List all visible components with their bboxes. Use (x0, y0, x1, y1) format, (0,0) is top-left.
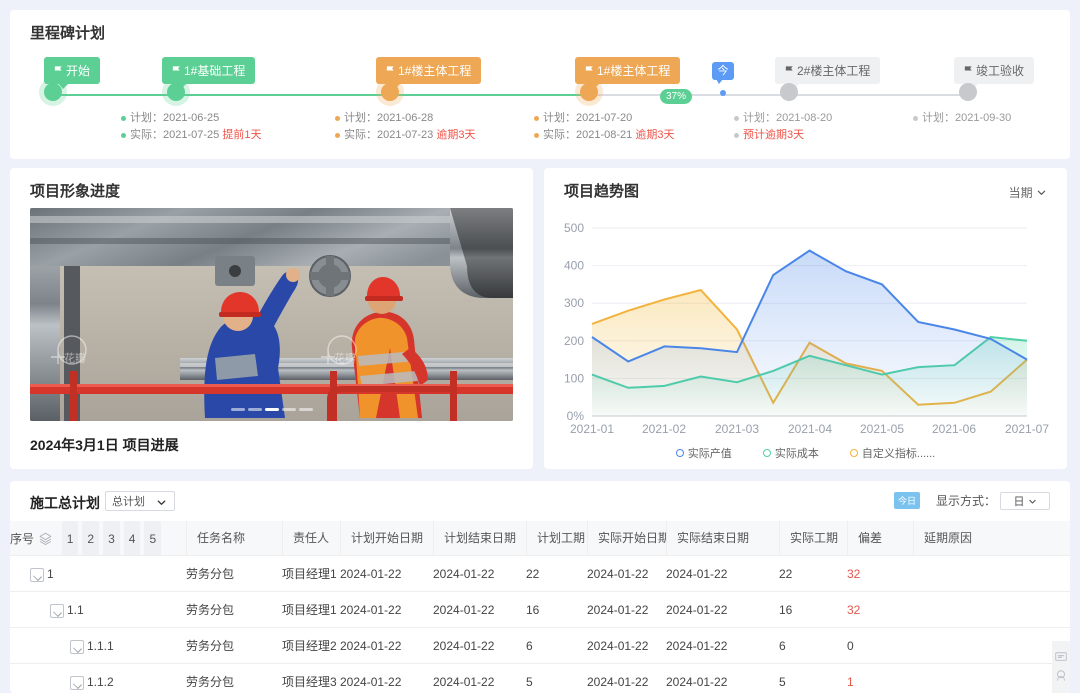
svg-text:100: 100 (564, 371, 584, 385)
svg-text:2021-05: 2021-05 (860, 422, 904, 436)
svg-text:花瓣: 花瓣 (64, 351, 86, 365)
svg-text:2021-07: 2021-07 (1005, 422, 1049, 436)
svg-text:200: 200 (564, 334, 584, 348)
svg-text:0%: 0% (567, 409, 585, 423)
svg-text:花瓣: 花瓣 (334, 351, 356, 365)
svg-text:500: 500 (564, 221, 584, 235)
svg-text:2021-01: 2021-01 (570, 422, 614, 436)
svg-text:2021-02: 2021-02 (642, 422, 686, 436)
svg-text:300: 300 (564, 296, 584, 310)
svg-text:2021-06: 2021-06 (932, 422, 976, 436)
svg-text:2021-04: 2021-04 (788, 422, 832, 436)
svg-text:400: 400 (564, 259, 584, 273)
svg-text:2021-03: 2021-03 (715, 422, 759, 436)
